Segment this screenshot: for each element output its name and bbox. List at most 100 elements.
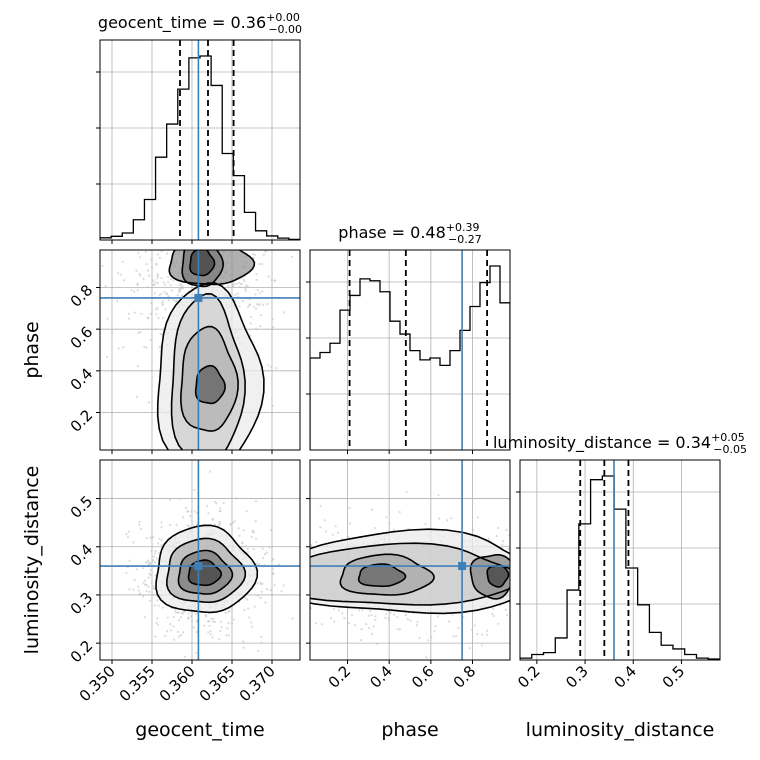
sample-point — [548, 566, 550, 568]
sample-point — [291, 617, 294, 620]
sample-point — [108, 204, 110, 206]
sample-point — [127, 228, 129, 230]
hist-panel-geocent_time: geocent_time = 0.36+0.00 −0.00 — [96, 11, 302, 244]
sample-point — [376, 642, 379, 645]
sample-point — [196, 238, 198, 240]
sample-point — [203, 188, 205, 190]
sample-point — [194, 173, 196, 175]
sample-point — [561, 598, 563, 600]
sample-point — [501, 543, 504, 546]
sample-point — [476, 516, 479, 519]
sample-point — [250, 621, 253, 624]
sample-point — [131, 188, 133, 190]
sample-point — [229, 194, 231, 196]
sample-point — [135, 269, 138, 272]
sample-point — [566, 539, 568, 541]
sample-point — [265, 220, 267, 222]
sample-point — [114, 229, 116, 231]
sample-point — [555, 599, 557, 601]
sample-point — [195, 232, 197, 234]
sample-point — [522, 552, 524, 554]
truth-marker — [458, 562, 467, 571]
sample-point — [200, 241, 202, 243]
sample-point — [259, 325, 262, 328]
y-axis-title-phase: phase — [21, 321, 43, 378]
sample-point — [204, 200, 206, 202]
sample-point — [525, 586, 527, 588]
sample-point — [446, 519, 449, 522]
sample-point — [219, 147, 221, 149]
sample-point — [203, 219, 205, 221]
sample-point — [216, 190, 218, 192]
panel-title-geocent_time: geocent_time = 0.36+0.00 −0.00 — [98, 11, 302, 36]
sample-point — [176, 294, 179, 297]
sample-point — [189, 198, 191, 200]
sample-point — [216, 217, 218, 219]
scatter-panel-geocent_time-luminosity_distance — [96, 459, 301, 664]
sample-point — [523, 614, 525, 616]
sample-point — [512, 594, 514, 596]
sample-point — [246, 603, 248, 605]
sample-point — [138, 520, 141, 524]
sample-point — [527, 601, 529, 603]
sample-point — [213, 620, 216, 624]
title-minus: −0.00 — [268, 23, 302, 36]
sample-point — [238, 204, 240, 206]
sample-point — [319, 505, 322, 508]
panel-border — [519, 459, 721, 661]
sample-point — [179, 242, 181, 244]
sample-point — [244, 545, 247, 548]
sample-point — [538, 613, 540, 615]
sample-point — [175, 299, 178, 303]
sample-point — [353, 624, 357, 627]
sample-point — [251, 199, 253, 201]
sample-point — [261, 557, 265, 560]
sample-point — [241, 541, 244, 544]
sample-point — [207, 512, 210, 515]
sample-point — [555, 592, 557, 594]
sample-point — [238, 534, 241, 537]
panel-border — [309, 249, 511, 451]
sample-point — [264, 601, 267, 604]
sample-point — [147, 189, 149, 191]
sample-point — [232, 283, 235, 286]
sample-point — [202, 206, 204, 208]
contour-line — [180, 325, 239, 432]
sample-point — [511, 564, 513, 566]
sample-point — [162, 300, 165, 303]
sample-point — [385, 613, 388, 616]
sample-point — [331, 533, 334, 536]
sample-point — [277, 625, 279, 627]
sample-point — [227, 622, 230, 625]
sample-point — [282, 584, 285, 587]
sample-point — [575, 563, 577, 565]
sample-point — [167, 275, 170, 279]
sample-point — [212, 620, 215, 623]
sample-point — [526, 546, 528, 548]
sample-point — [211, 636, 214, 639]
sample-point — [208, 470, 212, 473]
sample-point — [238, 305, 241, 308]
sample-point — [140, 194, 142, 196]
sample-point — [184, 232, 186, 234]
sample-point — [480, 644, 483, 647]
sample-point — [545, 578, 547, 580]
sample-point — [530, 568, 532, 570]
sample-point — [123, 279, 126, 282]
sample-point — [271, 567, 274, 570]
sample-point — [142, 567, 145, 570]
sample-point — [513, 600, 515, 602]
sample-point — [555, 575, 557, 577]
sample-point — [213, 500, 216, 503]
sample-point — [307, 550, 309, 552]
sample-point — [141, 243, 143, 245]
sample-point — [244, 216, 246, 218]
sample-point — [310, 544, 313, 547]
histogram-geocent_time — [100, 55, 300, 240]
sample-point — [144, 583, 147, 587]
sample-point — [167, 246, 169, 248]
sample-point — [188, 122, 190, 124]
sample-point — [491, 612, 494, 616]
sample-point — [225, 634, 228, 637]
sample-point — [268, 546, 271, 549]
